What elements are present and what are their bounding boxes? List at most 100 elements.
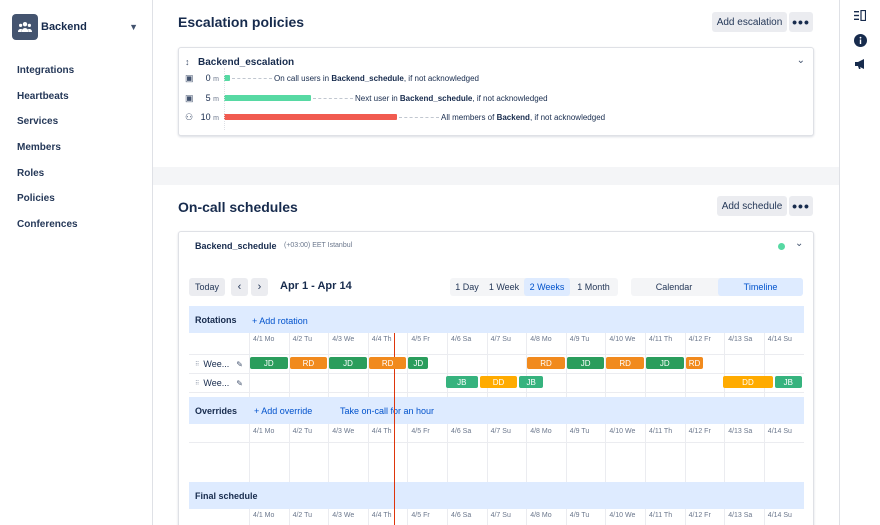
shift-block[interactable]: RD <box>289 357 328 369</box>
chevron-down-icon[interactable]: ▼ <box>129 22 138 32</box>
shift-block[interactable]: RD <box>368 357 407 369</box>
shift-block[interactable]: JD <box>566 357 605 369</box>
schedule-more-button[interactable]: ••• <box>789 196 813 216</box>
view-timeline[interactable]: Timeline <box>718 278 803 296</box>
shift-block[interactable]: RD <box>685 357 704 369</box>
day-header: 4/4 Th <box>371 336 392 343</box>
range-1-week[interactable]: 1 Week <box>488 282 520 292</box>
day-gridline <box>724 424 726 482</box>
shift-block[interactable]: JB <box>774 376 802 388</box>
day-gridline <box>526 424 528 482</box>
day-header: 4/3 We <box>332 336 355 343</box>
day-header: 4/10 We <box>609 428 636 435</box>
sidebar-item-members[interactable]: Members <box>17 142 61 154</box>
day-gridline <box>684 509 686 525</box>
next-icon[interactable]: › <box>251 278 268 296</box>
shift-block[interactable]: DD <box>723 376 773 388</box>
add-rotation-link[interactable]: + Add rotation <box>252 316 308 326</box>
day-header: 4/11 Th <box>649 512 673 519</box>
today-button[interactable]: Today <box>189 278 225 296</box>
range-1-month[interactable]: 1 Month <box>577 282 610 292</box>
day-header: 4/6 Sa <box>451 428 472 435</box>
rotation-name[interactable]: ⠿ Wee... ✎ <box>195 359 243 369</box>
day-gridline <box>605 333 607 397</box>
info-icon[interactable] <box>853 33 867 47</box>
rule-connector <box>313 98 353 99</box>
team-icon <box>18 22 32 32</box>
shift-block[interactable]: JD <box>408 357 429 369</box>
day-header: 4/11 Th <box>649 336 673 343</box>
sidebar-item-roles[interactable]: Roles <box>17 167 45 179</box>
calendar-icon: ▣ <box>185 72 194 83</box>
row-separator <box>189 442 804 443</box>
day-header: 4/8 Mo <box>530 512 552 519</box>
row-separator <box>189 373 804 374</box>
sidebar-item-conferences[interactable]: Conferences <box>17 218 78 230</box>
add-schedule-button[interactable]: Add schedule <box>717 196 787 216</box>
shift-block[interactable]: JB <box>446 376 478 388</box>
pencil-icon[interactable]: ✎ <box>236 378 243 388</box>
add-escalation-button[interactable]: Add escalation <box>712 12 787 32</box>
shift-block[interactable]: JD <box>329 357 367 369</box>
day-gridline <box>288 424 290 482</box>
day-gridline <box>447 424 448 482</box>
day-header: 4/9 Tu <box>569 336 590 343</box>
day-header: 4/3 We <box>332 428 355 435</box>
take-oncall-link[interactable]: Take on-call for an hour <box>340 406 435 416</box>
day-header: 4/9 Tu <box>569 428 590 435</box>
team-switcher[interactable]: Backend ▼ <box>12 14 138 40</box>
policy-name: Backend_escalation <box>198 57 295 68</box>
current-time-line <box>393 333 395 525</box>
rule-connector <box>399 117 439 118</box>
chevron-down-icon[interactable]: ⌄ <box>796 55 805 66</box>
day-gridline <box>724 333 726 397</box>
day-header: 4/4 Th <box>371 512 392 519</box>
rotation-name[interactable]: ⠿ Wee... ✎ <box>195 378 243 388</box>
chevron-down-icon[interactable]: ⌄ <box>795 238 804 249</box>
panel-toggle-icon[interactable] <box>853 8 867 22</box>
day-gridline <box>328 333 330 397</box>
escalation-more-button[interactable]: ••• <box>789 12 813 32</box>
shift-block[interactable]: DD <box>479 376 518 388</box>
schedule-card: Backend_schedule (+03:00) EET Istanbul ⌄… <box>178 231 814 525</box>
sidebar-item-services[interactable]: Services <box>17 116 59 128</box>
sidebar-item-heartbeats[interactable]: Heartbeats <box>17 90 69 102</box>
escalation-title: Escalation policies <box>178 14 305 30</box>
rule-connector <box>232 78 272 79</box>
day-gridline <box>526 333 528 397</box>
pencil-icon[interactable]: ✎ <box>236 359 243 369</box>
day-header: 4/12 Fr <box>688 512 711 519</box>
prev-icon[interactable]: ‹ <box>231 278 248 296</box>
sidebar-item-policies[interactable]: Policies <box>17 193 55 205</box>
reorder-icon[interactable]: ↕ <box>185 57 190 67</box>
megaphone-icon[interactable] <box>853 57 867 71</box>
day-gridline <box>763 333 765 397</box>
view-calendar[interactable]: Calendar <box>655 282 693 292</box>
day-header: 4/9 Tu <box>569 512 590 519</box>
shift-block[interactable]: RD <box>606 357 644 369</box>
day-gridline <box>249 424 250 482</box>
day-header: 4/12 Fr <box>688 336 711 343</box>
range-2-weeks[interactable]: 2 Weeks <box>524 278 570 296</box>
day-header: 4/7 Su <box>490 512 511 519</box>
shift-block[interactable]: RD <box>527 357 565 369</box>
timeline-axis <box>224 68 225 130</box>
day-gridline <box>407 424 409 482</box>
final-schedule-label: Final schedule <box>195 491 258 501</box>
day-gridline <box>249 509 250 525</box>
day-header: 4/5 Fr <box>411 428 430 435</box>
shift-block[interactable]: JB <box>519 376 543 388</box>
rotations-label: Rotations <box>195 315 237 325</box>
range-1-day[interactable]: 1 Day <box>455 282 479 292</box>
shift-block[interactable]: JD <box>646 357 684 369</box>
day-gridline <box>645 333 646 397</box>
add-override-link[interactable]: + Add override <box>254 406 313 416</box>
rule-delay: 10 m <box>200 112 219 122</box>
schedule-name: Backend_schedule <box>195 241 277 251</box>
day-gridline <box>645 424 646 482</box>
final-schedule-band <box>189 482 804 509</box>
day-gridline <box>407 509 409 525</box>
day-header: 4/6 Sa <box>451 336 472 343</box>
shift-block[interactable]: JD <box>250 357 288 369</box>
sidebar-item-integrations[interactable]: Integrations <box>17 65 75 77</box>
